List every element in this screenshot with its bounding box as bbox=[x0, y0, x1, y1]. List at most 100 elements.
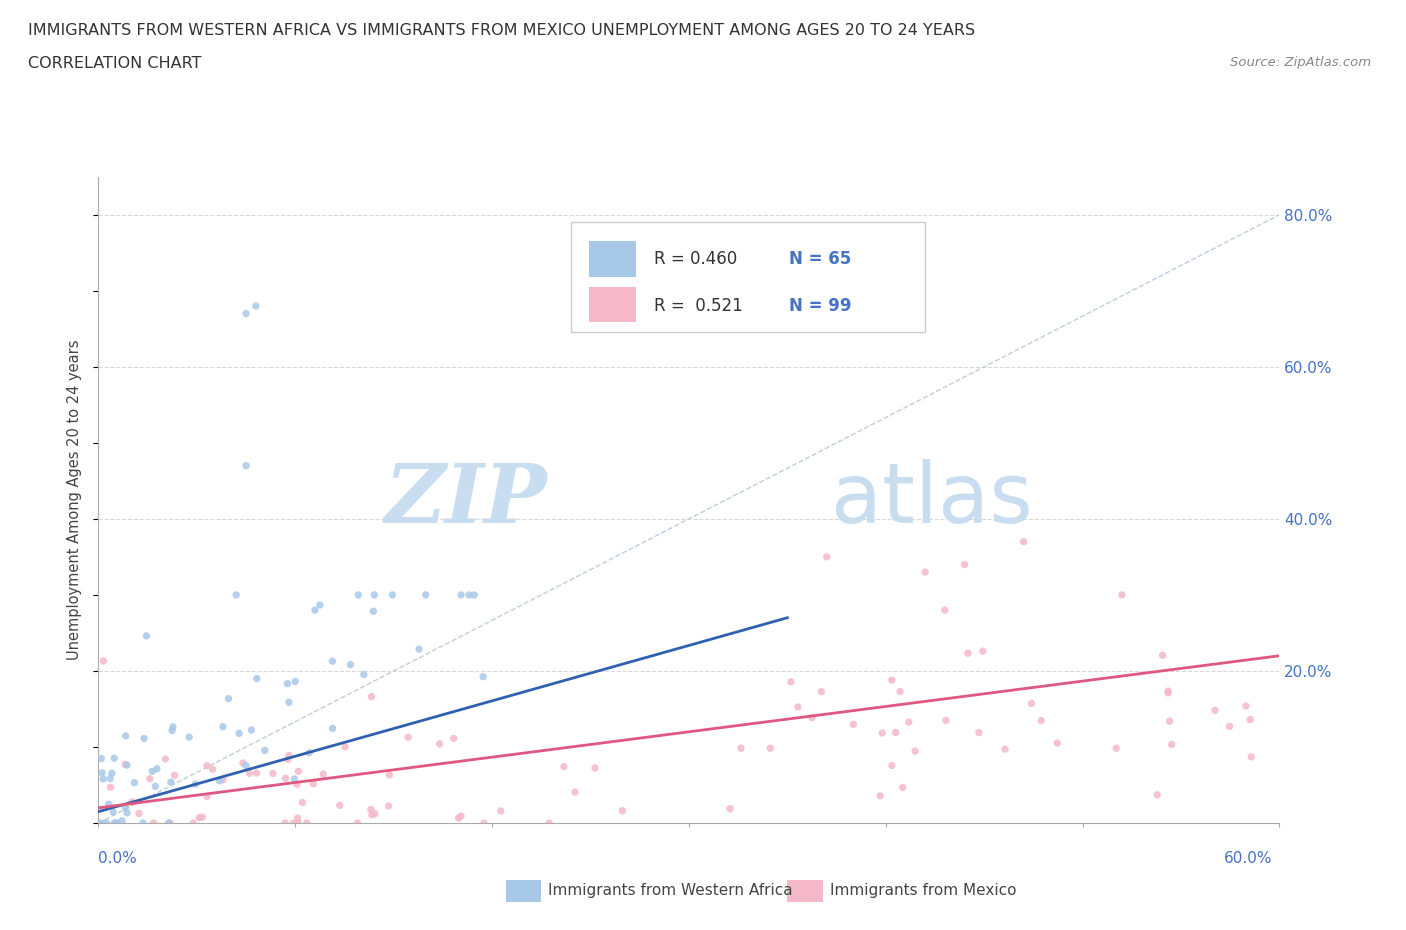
Point bbox=[1160, 737, 1182, 751]
Point bbox=[1240, 750, 1263, 764]
Point bbox=[262, 766, 284, 781]
Point bbox=[91, 654, 114, 669]
Point bbox=[780, 674, 803, 689]
Point bbox=[96, 816, 118, 830]
Point bbox=[246, 671, 269, 686]
Point bbox=[1239, 712, 1261, 727]
Point bbox=[103, 816, 125, 830]
Point bbox=[884, 725, 907, 740]
Point bbox=[114, 728, 136, 743]
Text: Source: ZipAtlas.com: Source: ZipAtlas.com bbox=[1230, 56, 1371, 69]
Point bbox=[142, 816, 165, 830]
Point bbox=[132, 731, 155, 746]
FancyBboxPatch shape bbox=[571, 222, 925, 332]
Point bbox=[111, 814, 134, 829]
Point bbox=[277, 751, 299, 766]
Point bbox=[93, 816, 115, 830]
Point bbox=[274, 816, 297, 830]
Point bbox=[276, 676, 298, 691]
Point bbox=[291, 795, 314, 810]
Point bbox=[191, 810, 214, 825]
Point bbox=[285, 777, 308, 791]
Point bbox=[381, 588, 404, 603]
Text: atlas: atlas bbox=[831, 459, 1032, 540]
Point bbox=[90, 751, 112, 766]
Point bbox=[889, 684, 911, 699]
Point bbox=[489, 804, 512, 818]
Point bbox=[287, 816, 309, 830]
Point bbox=[277, 695, 299, 710]
Point bbox=[346, 816, 368, 830]
Text: 0.0%: 0.0% bbox=[98, 851, 138, 866]
Point bbox=[360, 689, 382, 704]
Point bbox=[143, 778, 166, 793]
Point bbox=[132, 816, 155, 830]
Point bbox=[155, 751, 177, 766]
Point bbox=[472, 816, 495, 830]
Point bbox=[97, 797, 120, 812]
Point bbox=[115, 805, 138, 820]
Point bbox=[115, 758, 138, 773]
Point bbox=[472, 670, 495, 684]
Point bbox=[195, 789, 218, 804]
Point bbox=[1152, 648, 1174, 663]
Point bbox=[179, 730, 201, 745]
Point bbox=[1031, 713, 1053, 728]
Point bbox=[458, 588, 481, 603]
Point bbox=[329, 798, 352, 813]
Point bbox=[347, 588, 370, 603]
Text: R = 0.460: R = 0.460 bbox=[654, 250, 737, 269]
Point bbox=[98, 771, 121, 786]
Point bbox=[246, 765, 269, 780]
Point bbox=[1204, 703, 1226, 718]
Point bbox=[891, 780, 914, 795]
Point bbox=[934, 603, 956, 618]
Point bbox=[1234, 698, 1257, 713]
Point bbox=[429, 737, 451, 751]
Point bbox=[880, 758, 903, 773]
Text: Immigrants from Western Africa: Immigrants from Western Africa bbox=[548, 883, 793, 897]
Text: R =  0.521: R = 0.521 bbox=[654, 297, 742, 315]
Point bbox=[897, 714, 920, 729]
Point bbox=[284, 674, 307, 689]
Point bbox=[443, 731, 465, 746]
Point bbox=[239, 765, 262, 780]
Point bbox=[163, 768, 186, 783]
Point bbox=[956, 645, 979, 660]
Point bbox=[105, 816, 128, 830]
Point bbox=[538, 816, 561, 830]
Point bbox=[277, 748, 299, 763]
Y-axis label: Unemployment Among Ages 20 to 24 years: Unemployment Among Ages 20 to 24 years bbox=[67, 339, 83, 660]
Point bbox=[787, 699, 810, 714]
Point bbox=[128, 806, 150, 821]
Point bbox=[235, 306, 257, 321]
Point bbox=[1219, 719, 1241, 734]
Text: ZIP: ZIP bbox=[385, 459, 547, 540]
Point bbox=[353, 667, 375, 682]
Point bbox=[810, 684, 832, 699]
Point bbox=[212, 772, 235, 787]
Point bbox=[914, 565, 936, 579]
Text: N = 99: N = 99 bbox=[789, 297, 852, 315]
Point bbox=[100, 779, 122, 794]
Point bbox=[842, 717, 865, 732]
Point bbox=[1146, 788, 1168, 803]
Point bbox=[160, 724, 183, 738]
Bar bbox=[589, 286, 636, 322]
Point bbox=[302, 777, 325, 791]
Point bbox=[181, 816, 204, 830]
Point bbox=[245, 299, 267, 313]
Point bbox=[184, 777, 207, 791]
Point bbox=[253, 743, 276, 758]
Point bbox=[135, 629, 157, 644]
Point bbox=[450, 588, 472, 603]
Point bbox=[101, 804, 124, 819]
Point bbox=[195, 758, 218, 773]
Point bbox=[994, 742, 1017, 757]
Point bbox=[1021, 696, 1043, 711]
Point bbox=[321, 654, 343, 669]
Point bbox=[91, 765, 114, 780]
Point bbox=[304, 603, 326, 618]
Point bbox=[364, 806, 387, 821]
Point bbox=[415, 588, 437, 603]
